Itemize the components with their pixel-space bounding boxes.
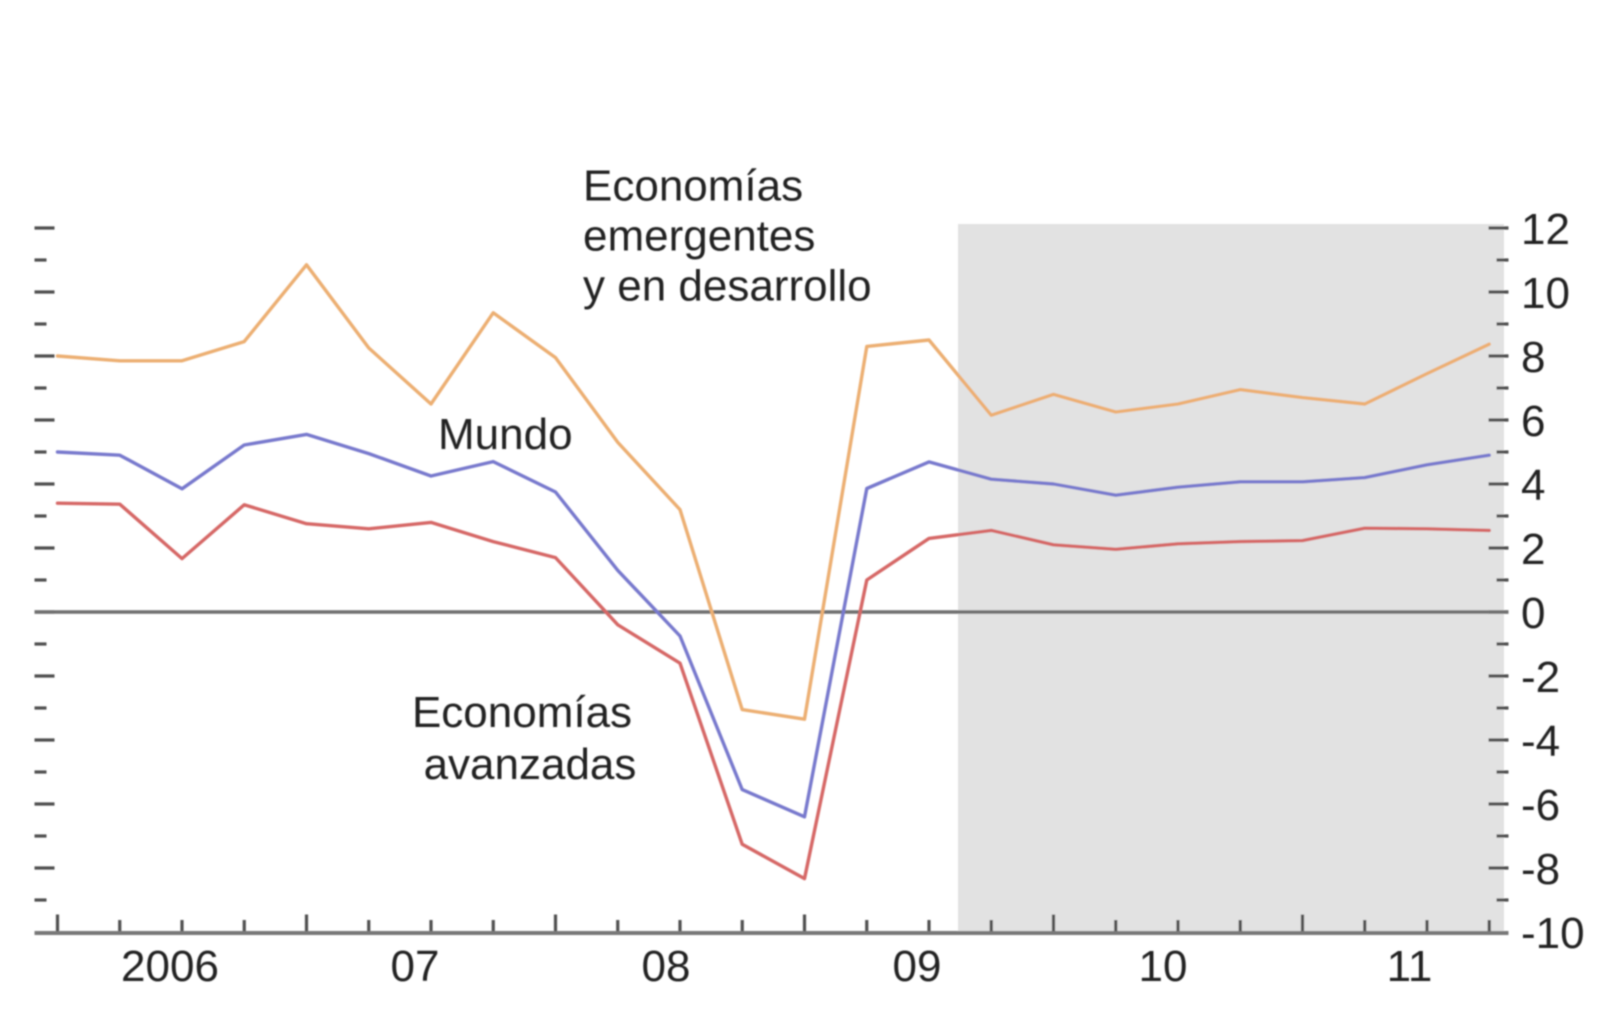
svg-text:-8: -8	[1521, 845, 1560, 894]
svg-text:2: 2	[1521, 525, 1545, 574]
svg-text:-2: -2	[1521, 653, 1560, 702]
svg-text:09: 09	[893, 942, 942, 991]
svg-text:10: 10	[1139, 942, 1188, 991]
svg-text:8: 8	[1521, 333, 1545, 382]
svg-text:y en desarrollo: y en desarrollo	[583, 261, 872, 310]
svg-text:4: 4	[1521, 461, 1545, 510]
svg-text:Mundo: Mundo	[438, 410, 573, 459]
svg-text:emergentes: emergentes	[583, 212, 815, 261]
svg-text:-4: -4	[1521, 717, 1560, 766]
svg-text:-6: -6	[1521, 781, 1560, 830]
svg-text:08: 08	[642, 942, 691, 991]
svg-text:6: 6	[1521, 397, 1545, 446]
svg-text:11: 11	[1387, 942, 1433, 991]
svg-text:12: 12	[1521, 205, 1570, 254]
svg-text:avanzadas: avanzadas	[424, 740, 637, 789]
svg-text:07: 07	[391, 942, 440, 991]
svg-text:Economías: Economías	[412, 688, 632, 737]
svg-text:-10: -10	[1521, 909, 1585, 958]
svg-text:10: 10	[1521, 269, 1570, 318]
svg-text:Economías: Economías	[583, 162, 803, 211]
svg-text:0: 0	[1521, 589, 1545, 638]
svg-text:2006: 2006	[121, 942, 219, 991]
